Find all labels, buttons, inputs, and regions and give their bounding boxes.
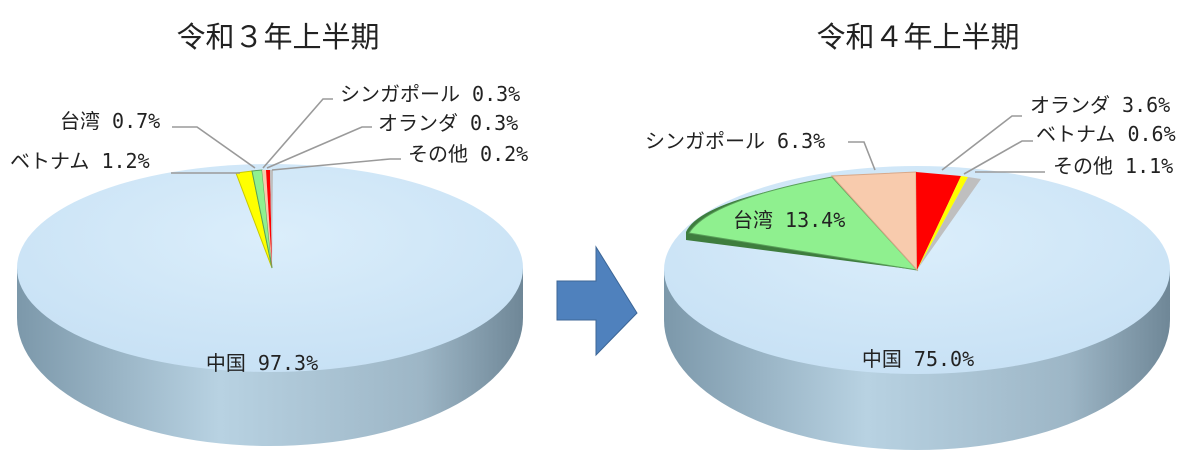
chart-title: 令和３年上半期 xyxy=(176,20,379,54)
label-taiwan: 台湾 0.7% xyxy=(60,109,160,133)
right-arrow-icon xyxy=(557,247,637,355)
label-vietnam: ベトナム 0.6% xyxy=(1036,122,1176,146)
label-singapore: シンガポール 6.3% xyxy=(645,129,825,153)
label-netherlands: オランダ 3.6% xyxy=(1030,93,1170,117)
label-taiwan: 台湾 13.4% xyxy=(733,208,845,232)
pie-chart-2022-h1: 令和４年上半期 シンガポール 6.3% オランダ 3.6% ベトナム 0.6% … xyxy=(645,20,1176,450)
label-other: その他 1.1% xyxy=(1053,154,1173,178)
leader-singapore xyxy=(263,99,333,168)
label-china: 中国 97.3% xyxy=(206,351,318,375)
label-china: 中国 75.0% xyxy=(862,347,974,371)
leader-netherlands xyxy=(942,116,1022,170)
leader-taiwan xyxy=(172,127,255,168)
chart-title: 令和４年上半期 xyxy=(816,20,1019,54)
label-netherlands: オランダ 0.3% xyxy=(378,111,518,135)
pie-chart-2021-h1: 令和３年上半期 ベトナム 1.2% 台湾 0.7% シンガポール 0.3% オラ… xyxy=(10,20,528,446)
label-vietnam: ベトナム 1.2% xyxy=(10,149,150,173)
label-singapore: シンガポール 0.3% xyxy=(340,82,520,106)
leader-singapore xyxy=(848,142,875,170)
label-other: その他 0.2% xyxy=(408,142,528,166)
